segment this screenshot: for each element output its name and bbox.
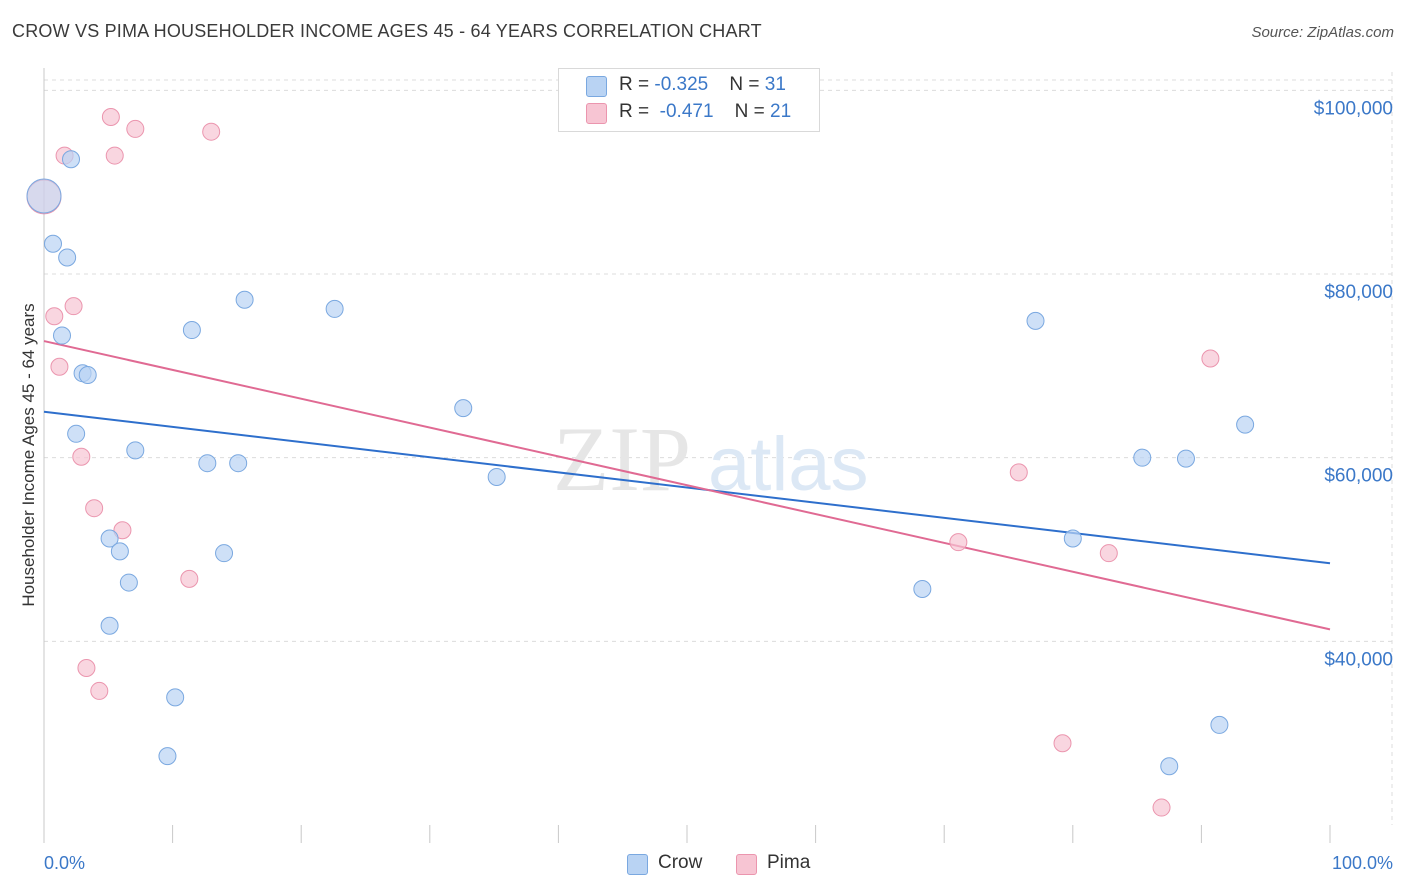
pima-point-20 [1152, 798, 1171, 817]
pima-legend-swatch [736, 854, 757, 875]
crow-point-28 [1236, 415, 1255, 434]
pima-point-12 [180, 569, 199, 588]
pima-point-15 [949, 533, 968, 552]
watermark-atlas: atlas [708, 422, 869, 507]
crow-point-21 [454, 399, 473, 418]
crow-point-29 [1210, 715, 1229, 734]
correlation-legend: R = -0.325 N = 31 R = -0.471 N = 21 [558, 68, 820, 132]
chart-title: CROW VS PIMA HOUSEHOLDER INCOME AGES 45 … [12, 21, 762, 41]
crow-point-15 [229, 454, 248, 473]
x-tick-label-min: 0.0% [44, 853, 85, 873]
crow-point-19 [166, 688, 185, 707]
pima-swatch [586, 103, 607, 124]
crow-point-23 [913, 579, 932, 598]
pima-point-18 [1053, 734, 1072, 753]
y-tick-label-0: $40,000 [1324, 649, 1393, 670]
crow-point-2 [58, 248, 77, 267]
pima-point-16 [1009, 463, 1028, 482]
crow-point-30 [1160, 757, 1179, 776]
crow-point-27 [1176, 449, 1195, 468]
pima-trend-line [43, 340, 1331, 631]
pima-point-2 [101, 107, 120, 126]
series-legend: Crow Pima [0, 852, 1406, 878]
crow-r-label: R = [619, 74, 655, 95]
crow-point-14 [198, 454, 217, 473]
x-tick-label-max: 100.0% [1332, 853, 1393, 873]
pima-point-6 [45, 307, 64, 326]
crow-point-11 [100, 616, 119, 635]
pima-point-9 [72, 447, 91, 466]
watermark: ZIP atlas [553, 408, 869, 510]
trend-lines [43, 340, 1331, 631]
pima-point-4 [105, 146, 124, 165]
watermark-zip: ZIP [553, 408, 691, 510]
pima-point-7 [64, 297, 83, 316]
crow-point-13 [182, 321, 201, 340]
source-label: Source: ZipAtlas.com [1251, 24, 1394, 41]
pima-r-label: R = [619, 101, 655, 122]
crow-point-10 [119, 573, 138, 592]
crow-point-26 [1133, 448, 1152, 467]
pima-point-17 [1099, 544, 1118, 563]
y-tick-label-1: $60,000 [1324, 466, 1393, 487]
crow-n-value: 31 [764, 74, 786, 95]
pima-n-label: N = [734, 101, 771, 122]
crow-legend-label: Crow [658, 852, 703, 873]
crow-n-label: N = [729, 74, 765, 95]
crow-point-1 [44, 234, 63, 253]
pima-point-14 [90, 681, 109, 700]
crow-swatch [586, 76, 607, 97]
crow-point-18 [325, 299, 344, 318]
y-tick-label-2: $80,000 [1324, 282, 1393, 303]
crow-point-12 [126, 441, 145, 460]
pima-point-11 [113, 521, 132, 540]
crow-point-17 [235, 290, 254, 309]
pima-point-8 [50, 357, 69, 376]
pima-point-19 [1201, 349, 1220, 368]
crow-point-4 [53, 326, 72, 345]
crow-trend-line [43, 410, 1331, 565]
pima-point-13 [77, 658, 96, 677]
crow-point-0 [26, 178, 62, 214]
tick-labels: $40,000 $60,000 $80,000 $100,000 0.0% 100.0% [44, 98, 1393, 873]
crow-r-value: -0.325 [654, 74, 709, 95]
pima-point-10 [85, 499, 104, 518]
pima-n-value: 21 [770, 101, 792, 122]
crow-point-3 [62, 150, 81, 169]
crow-point-22 [487, 467, 506, 486]
data-points [26, 107, 1255, 817]
pima-legend-label: Pima [767, 852, 811, 873]
pima-point-3 [126, 119, 145, 138]
pima-r-value: -0.471 [659, 101, 714, 122]
crow-point-5 [67, 424, 86, 443]
pima-point-5 [202, 122, 221, 141]
crow-point-24 [1026, 311, 1045, 330]
crow-point-7 [78, 366, 97, 385]
crow-point-25 [1063, 529, 1082, 548]
y-tick-label-3: $100,000 [1314, 98, 1393, 119]
crow-point-9 [110, 542, 129, 561]
y-axis-label: Householder Income Ages 45 - 64 years [19, 303, 38, 606]
crow-point-20 [158, 747, 177, 766]
crow-point-16 [215, 544, 234, 563]
crow-point-8 [100, 529, 119, 548]
crow-legend-swatch [627, 854, 648, 875]
